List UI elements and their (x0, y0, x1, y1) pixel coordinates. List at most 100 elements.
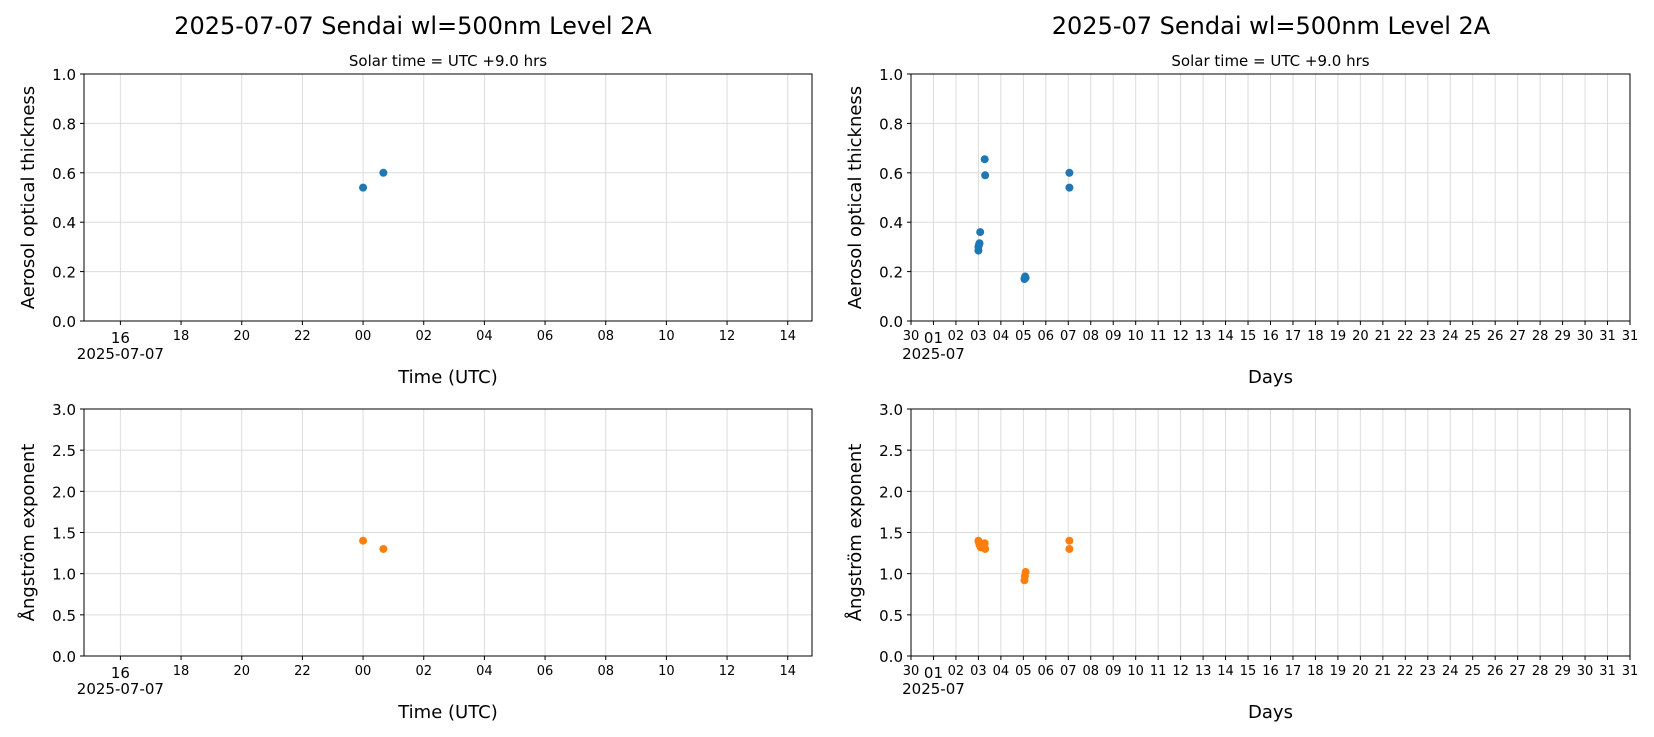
y-axis-title: Ångström exponent (844, 444, 866, 622)
x-tick-label: 28 (1532, 664, 1549, 679)
plot-area: 16 18 20 22 00 02 04 06 08 10 12 14 0.0 0.2 0.4 0.6 0.8 1… (17, 52, 1638, 723)
x-tick-label: 24 (1442, 664, 1459, 679)
y-tick-label: 0.8 (52, 115, 76, 133)
x-tick-label: 09 (1105, 329, 1122, 344)
x-tick-label: 12 (1172, 329, 1189, 344)
y-tick-label: 1.0 (879, 566, 903, 584)
x-tick-label: 08 (597, 664, 614, 679)
data-point (379, 168, 388, 177)
x-tick-label: 30 (903, 664, 920, 679)
x-tick-label: 23 (1420, 329, 1437, 344)
x-tick-label: 06 (537, 329, 554, 344)
x-tick-label: 30 (1577, 329, 1594, 344)
x-tick-label: 22 (294, 329, 311, 344)
x-tick-label: 02 (948, 329, 965, 344)
data-point (981, 544, 990, 553)
data-point (1065, 168, 1074, 177)
chart-subtitle: Solar time = UTC +9.0 hrs (1171, 52, 1369, 70)
y-axis-title: Ångström exponent (17, 444, 39, 622)
x-tick-label: 21 (1375, 329, 1392, 344)
x-tick-label: 06 (1038, 329, 1055, 344)
y-tick-label: 0.0 (879, 313, 903, 331)
x-tick-label: 21 (1375, 664, 1392, 679)
x-tick-label: 05 (1015, 329, 1032, 344)
data-point (981, 171, 990, 180)
x-tick-label: 02 (415, 329, 432, 344)
x-tick-label: 19 (1330, 664, 1347, 679)
x-tick-label: 00 (355, 664, 372, 679)
axes-frame (83, 73, 813, 322)
axes-frame (910, 408, 1631, 657)
x-tick-label: 15 (1240, 664, 1257, 679)
chart-monthly-aod: 30 01 02 03 04 05 06 07 08 09 10 11 12 13 14 15 16 17 18 19… (845, 52, 1638, 388)
y-tick-label: 3.0 (52, 401, 76, 419)
x-tick-label: 25 (1464, 329, 1481, 344)
x-tick-label: 27 (1509, 664, 1526, 679)
x-tick-label: 08 (597, 329, 614, 344)
x-tick-label: 22 (1397, 664, 1414, 679)
y-tick-label: 0.2 (52, 264, 76, 282)
x-tick-label: 20 (233, 664, 250, 679)
y-tick-label: 1.5 (52, 525, 76, 543)
x-tick-label: 01 (924, 664, 943, 682)
data-point (1021, 568, 1030, 577)
y-tick-label: 1.0 (52, 66, 76, 84)
x-tick-label: 12 (719, 329, 736, 344)
y-axis-title: Aerosol optical thickness (18, 86, 39, 309)
x-tick-label: 10 (1127, 329, 1144, 344)
x-tick-label: 18 (1307, 329, 1324, 344)
y-tick-label: 1.5 (879, 525, 903, 543)
x-tick-label: 13 (1195, 664, 1212, 679)
x-tick-label: 31 (1622, 329, 1639, 344)
x-tick-label: 08 (1082, 664, 1099, 679)
data-point (359, 536, 368, 545)
data-point (379, 544, 388, 553)
data-point (980, 155, 989, 164)
x-tick-label: 12 (719, 664, 736, 679)
data-point (980, 539, 989, 548)
x-tick-label: 07 (1060, 664, 1077, 679)
x-tick-label: 14 (1217, 664, 1234, 679)
data-point (1065, 536, 1074, 545)
x-tick-label: 26 (1487, 664, 1504, 679)
x-tick-label: 10 (1127, 664, 1144, 679)
y-tick-label: 3.0 (879, 401, 903, 419)
x-tick-label: 13 (1195, 329, 1212, 344)
x-tick-label: 22 (1397, 329, 1414, 344)
x-tick-label: 03 (970, 329, 987, 344)
data-point (1065, 183, 1074, 192)
x-tick-label: 06 (537, 664, 554, 679)
data-point (976, 228, 985, 237)
x-tick-label: 09 (1105, 664, 1122, 679)
x-tick-label: 26 (1487, 329, 1504, 344)
x-tick-label: 10 (658, 664, 675, 679)
y-tick-label: 0.5 (879, 607, 903, 625)
x-tick-label: 27 (1509, 329, 1526, 344)
y-tick-label: 0.5 (52, 607, 76, 625)
y-tick-label: 0.0 (52, 313, 76, 331)
data-point (359, 183, 368, 192)
x-tick-label: 20 (233, 329, 250, 344)
y-tick-label: 0.0 (52, 648, 76, 666)
x-tick-label: 17 (1285, 329, 1302, 344)
x-tick-label: 11 (1150, 329, 1167, 344)
y-tick-label: 0.4 (52, 214, 76, 232)
x-tick-label: 11 (1150, 664, 1167, 679)
x-tick-label: 23 (1420, 664, 1437, 679)
x-date-label: 2025-07-07 (77, 680, 164, 698)
x-date-label: 2025-07 (902, 345, 965, 363)
x-tick-label: 19 (1330, 329, 1347, 344)
x-tick-label: 01 (924, 329, 943, 347)
x-tick-label: 24 (1442, 329, 1459, 344)
y-tick-label: 2.5 (879, 442, 903, 460)
y-tick-label: 2.0 (879, 483, 903, 501)
y-tick-label: 1.0 (879, 66, 903, 84)
x-tick-label: 15 (1240, 329, 1257, 344)
y-tick-label: 0.6 (52, 165, 76, 183)
x-tick-label: 04 (476, 664, 493, 679)
x-tick-label: 29 (1554, 329, 1571, 344)
x-axis-title: Days (1248, 367, 1293, 388)
x-tick-label: 28 (1532, 329, 1549, 344)
x-tick-label: 16 (111, 664, 130, 682)
